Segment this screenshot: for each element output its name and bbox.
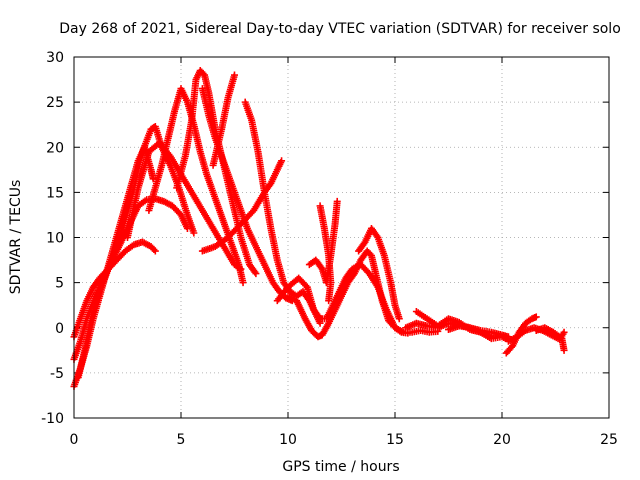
data-point xyxy=(333,197,341,205)
x-tick-label: 0 xyxy=(70,432,79,448)
data-point xyxy=(252,270,260,278)
y-tick-label: 25 xyxy=(46,95,64,111)
axis-ticks: 0 5 10 15 20 25 -10 -5 0 5 10 15 20 25 30 xyxy=(41,50,618,448)
data-point xyxy=(239,279,247,287)
series-track-16 xyxy=(323,197,341,287)
series-track-17 xyxy=(355,224,403,323)
series-track-5 xyxy=(124,139,245,273)
data-point xyxy=(151,247,159,255)
data-point xyxy=(150,246,158,254)
data-point xyxy=(366,250,374,258)
data-point xyxy=(560,346,568,354)
data-point xyxy=(325,297,333,305)
y-tick-label: 20 xyxy=(46,140,64,156)
data-point xyxy=(487,333,495,341)
plot-frame xyxy=(73,56,610,419)
grid xyxy=(74,57,609,418)
y-tick-label: 30 xyxy=(46,50,64,66)
data-point xyxy=(251,268,259,276)
series-track-4 xyxy=(74,122,198,381)
y-tick-label: 10 xyxy=(46,231,64,247)
series-track-9 xyxy=(209,71,238,169)
y-tick-label: 0 xyxy=(55,321,64,337)
data-point xyxy=(149,175,157,183)
x-axis-label: GPS time / hours xyxy=(282,459,399,475)
data-point xyxy=(302,282,310,290)
x-tick-label: 15 xyxy=(386,432,404,448)
data-point xyxy=(560,328,568,336)
data-point xyxy=(373,232,381,240)
y-tick-label: 15 xyxy=(46,185,64,201)
series-track-13 xyxy=(284,247,412,341)
data-point xyxy=(532,313,540,321)
chart-title: Day 268 of 2021, Sidereal Day-to-day VTE… xyxy=(59,21,621,37)
y-tick-label: -10 xyxy=(41,411,64,427)
series-track-20 xyxy=(445,322,495,341)
x-tick-label: 20 xyxy=(493,432,511,448)
series-track-6 xyxy=(145,85,247,287)
data-point xyxy=(315,313,323,321)
series-track-8 xyxy=(198,85,296,305)
data-point xyxy=(395,315,403,323)
x-tick-label: 25 xyxy=(600,432,618,448)
x-tick-label: 10 xyxy=(279,432,297,448)
x-tick-label: 5 xyxy=(177,432,186,448)
series-track-23 xyxy=(532,324,568,354)
data-point xyxy=(231,71,238,79)
y-tick-label: -5 xyxy=(50,366,64,382)
data-point xyxy=(199,70,207,78)
data-points xyxy=(70,67,568,390)
data-point xyxy=(190,229,198,237)
data-point xyxy=(404,329,412,337)
y-axis-label: SDTVAR / TECUs xyxy=(8,180,24,295)
data-point xyxy=(278,157,286,165)
y-tick-label: 5 xyxy=(55,276,64,292)
